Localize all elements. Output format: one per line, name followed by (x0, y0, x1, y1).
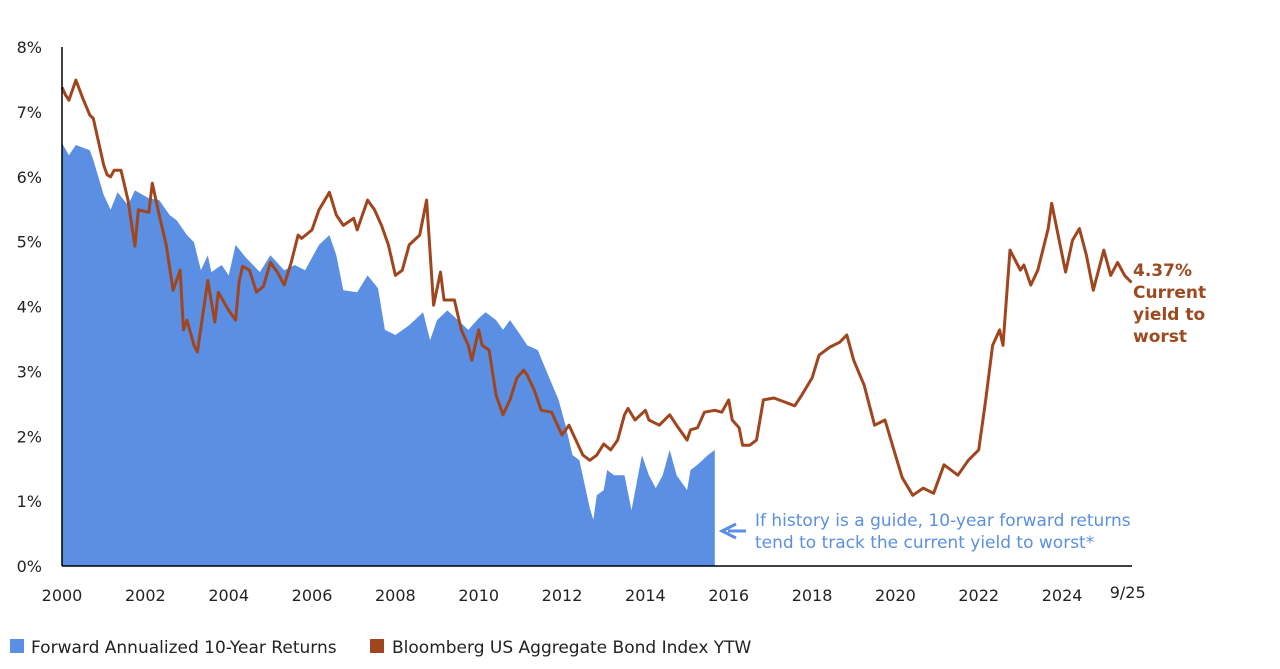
note-line-2: tend to track the current yield to worst… (755, 533, 1094, 553)
legend-swatch-returns (10, 639, 24, 653)
current-ytw-annotation: 4.37% Current yield to worst (1133, 261, 1206, 347)
legend-label-ytw: Bloomberg US Aggregate Bond Index YTW (392, 638, 752, 658)
current-ytw-value: 4.37% (1133, 261, 1192, 281)
y-tick-label: 8% (17, 38, 42, 57)
y-tick-label: 2% (17, 427, 42, 446)
ytw-line (60, 78, 1133, 497)
x-tick-label: 2008 (375, 586, 416, 605)
x-tick-label: 2020 (875, 586, 916, 605)
forward-returns-area (62, 143, 715, 566)
x-tick-label: 2024 (1042, 586, 1083, 605)
current-ytw-label-3: worst (1133, 327, 1187, 347)
y-tick-label: 7% (17, 103, 42, 122)
y-tick-label: 6% (17, 168, 42, 187)
y-tick-label: 5% (17, 233, 42, 252)
legend-label-returns: Forward Annualized 10-Year Returns (31, 638, 337, 658)
history-note: If history is a guide, 10-year forward r… (718, 511, 1131, 553)
legend: Forward Annualized 10-Year Returns Bloom… (10, 638, 752, 658)
current-ytw-label-1: Current (1133, 283, 1206, 303)
x-tick-label: 2014 (625, 586, 666, 605)
y-tick-label: 4% (17, 298, 42, 317)
x-tick-label: 9/25 (1110, 583, 1146, 602)
x-tick-label: 2010 (458, 586, 499, 605)
x-tick-label: 2002 (125, 586, 166, 605)
y-tick-label: 3% (17, 362, 42, 381)
x-tick-label: 2016 (708, 586, 749, 605)
x-tick-label: 2018 (792, 586, 833, 605)
x-tick-label: 2006 (292, 586, 333, 605)
x-tick-label: 2012 (542, 586, 583, 605)
y-tick-label: 1% (17, 492, 42, 511)
x-tick-label: 2004 (208, 586, 249, 605)
legend-swatch-ytw (370, 639, 384, 653)
y-axis-ticks: 0% 1% 2% 3% 4% 5% 6% 7% 8% (17, 38, 42, 576)
left-arrow-icon (718, 522, 746, 540)
x-tick-label: 2022 (958, 586, 999, 605)
y-tick-label: 0% (17, 557, 42, 576)
x-axis-ticks: 2000 2002 2004 2006 2008 2010 2012 2014 2016 2018… (42, 583, 1146, 605)
current-ytw-label-2: yield to (1133, 305, 1205, 325)
x-tick-label: 2000 (42, 586, 83, 605)
note-line-1: If history is a guide, 10-year forward r… (755, 511, 1131, 531)
